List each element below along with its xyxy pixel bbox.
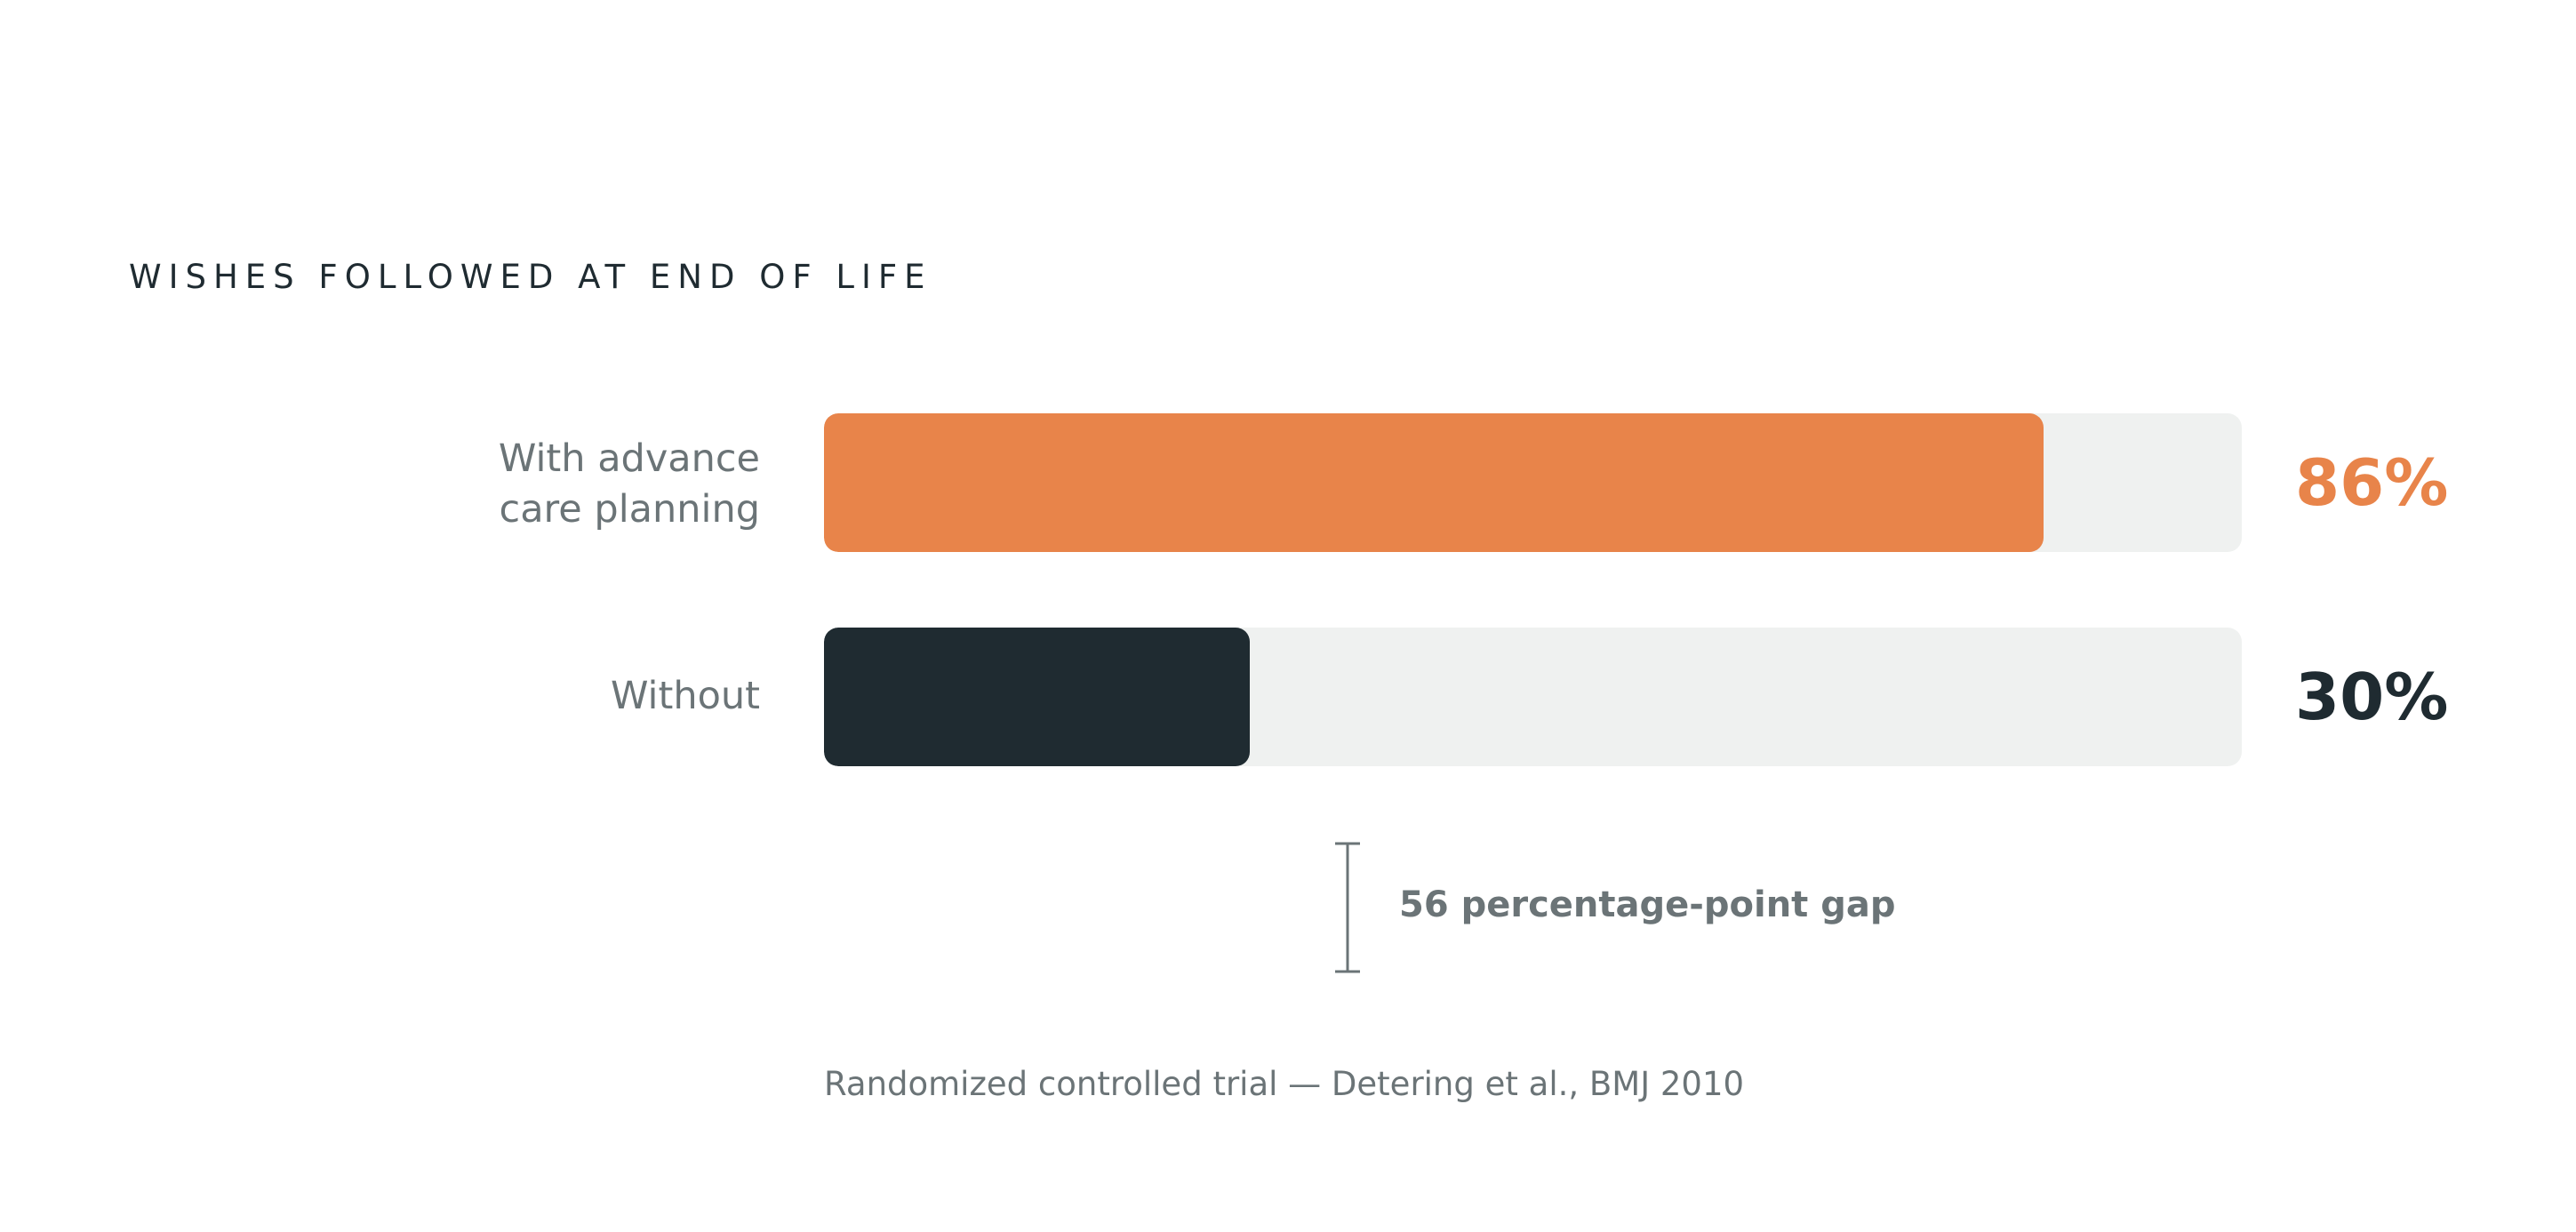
chart-title: WISHES FOLLOWED AT END OF LIFE (129, 258, 932, 296)
bar-track (824, 413, 2242, 552)
row-label-without: Without (316, 671, 760, 722)
bar-track (824, 628, 2242, 766)
row-label-line: Without (610, 674, 760, 718)
gap-annotation: 56 percentage-point gap (1399, 884, 1896, 925)
bar-without (824, 628, 1250, 766)
value-label-without: 30% (2295, 660, 2449, 734)
bar-with-acp (824, 413, 2044, 552)
source-note: Randomized controlled trial — Detering e… (824, 1065, 1745, 1103)
row-label-with-acp: With advance care planning (316, 434, 760, 535)
row-label-line: With advance (498, 436, 760, 481)
row-label-line: care planning (499, 487, 760, 532)
value-label-with-acp: 86% (2295, 445, 2449, 520)
gap-bracket-icon (1335, 842, 1360, 973)
